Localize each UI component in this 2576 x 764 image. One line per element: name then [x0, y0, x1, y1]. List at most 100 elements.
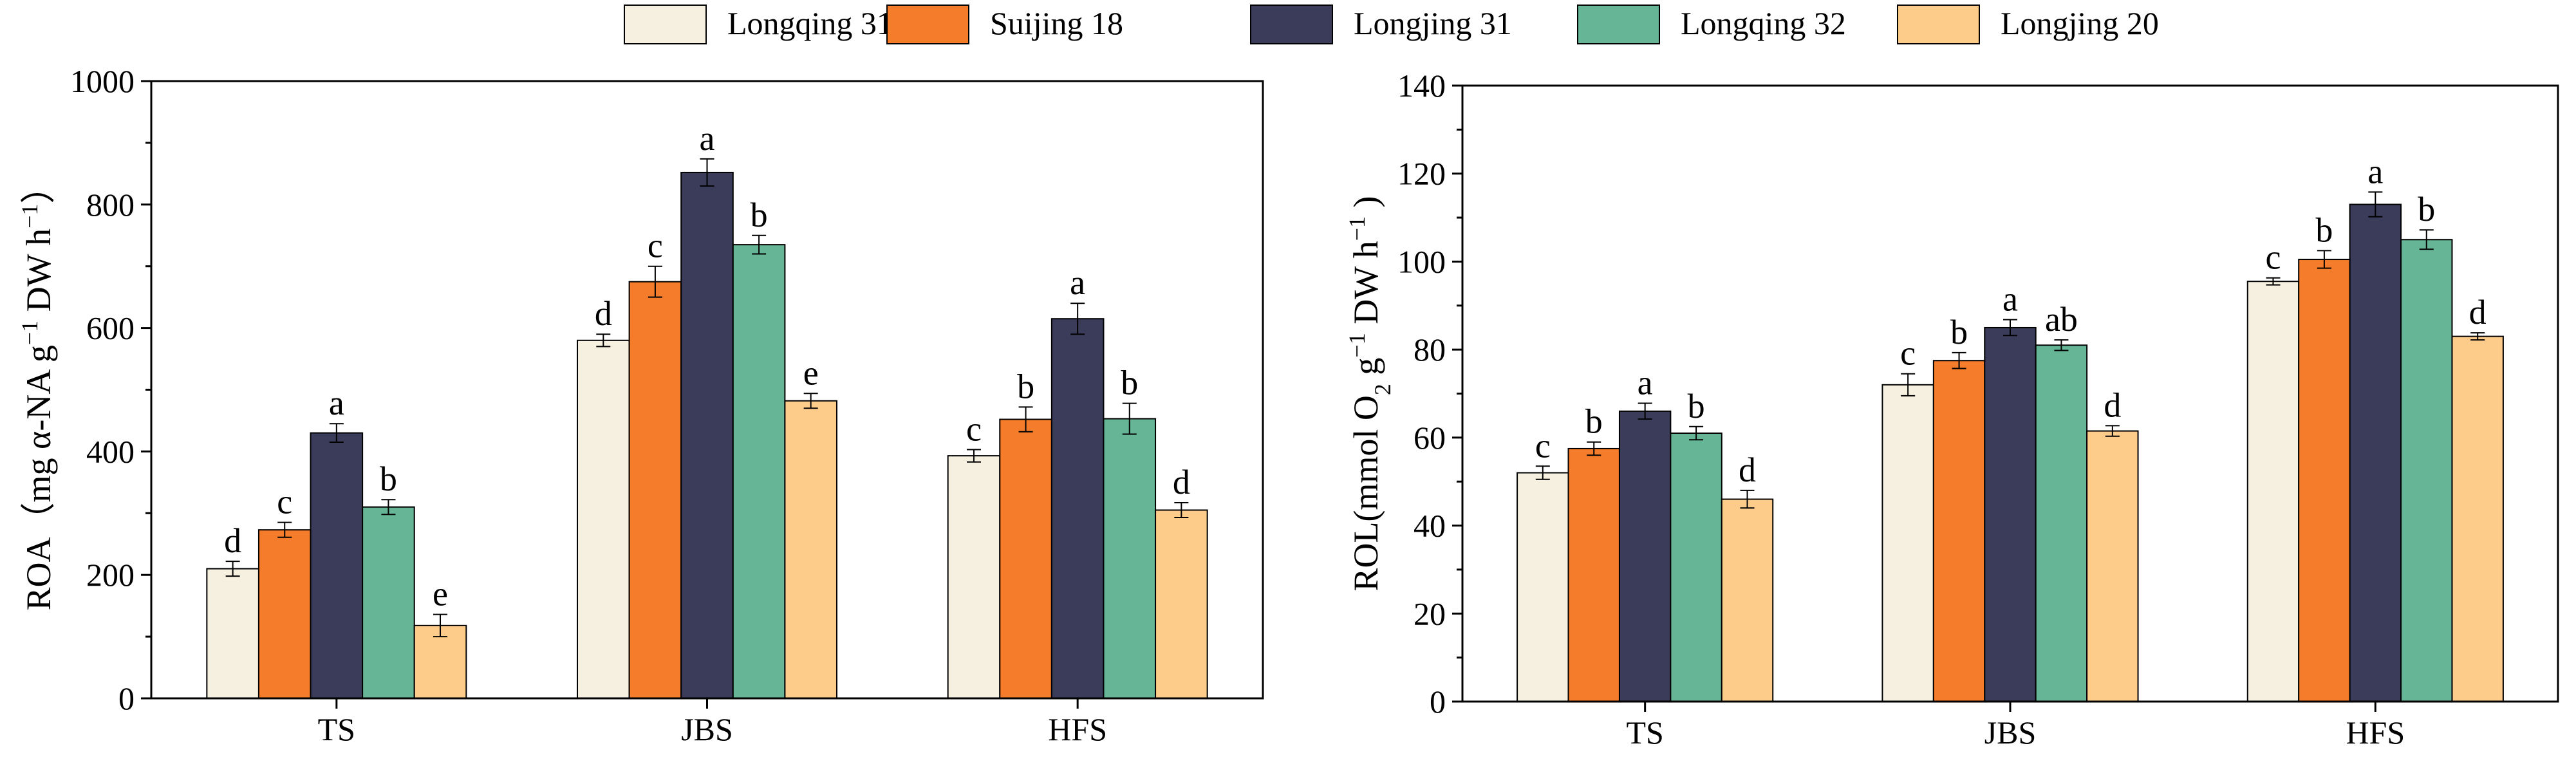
bar-jbs-3: [1984, 326, 2037, 702]
significance-letter: b: [1688, 387, 1705, 425]
x-tick-label: HFS: [2346, 714, 2405, 750]
y-axis-label-close: ): [1347, 196, 1385, 216]
y-tick-label: 400: [86, 433, 135, 469]
significance-letter: b: [2418, 190, 2435, 228]
y-tick-label: 1000: [70, 63, 135, 99]
legend-swatch-2: [886, 5, 969, 44]
bar-jbs-1: [577, 339, 630, 699]
bar-ts-5: [413, 624, 467, 700]
y-tick-label: 0: [118, 680, 135, 716]
x-tick-label: HFS: [1048, 711, 1107, 747]
significance-letter: c: [1900, 334, 1916, 373]
bar-ts-3: [1618, 410, 1672, 702]
significance-letter: c: [966, 410, 982, 449]
significance-letter: c: [648, 227, 663, 265]
bar-jbs-1: [1881, 384, 1934, 702]
significance-letter: d: [2104, 386, 2121, 424]
bar-jbs-2: [1932, 360, 1986, 702]
y-axis-label-main: ROL(mmol O: [1347, 395, 1385, 592]
significance-letter: b: [380, 460, 397, 498]
legend-swatch-5: [1897, 5, 1980, 44]
y-axis-label-sup2: −1: [17, 204, 42, 228]
bar-jbs-3: [680, 171, 734, 699]
bar-jbs-2: [628, 281, 682, 699]
significance-letter: d: [2469, 293, 2487, 331]
legend-swatch-1: [624, 5, 707, 44]
y-tick-label: 80: [1414, 331, 1446, 368]
x-tick-label: JBS: [681, 711, 733, 747]
significance-letter: b: [1017, 367, 1034, 405]
significance-letter: a: [1638, 364, 1653, 402]
bar-ts-3: [310, 432, 364, 699]
bar-hfs-3: [2349, 203, 2402, 703]
bar-hfs-5: [2451, 335, 2504, 702]
bar-ts-5: [1721, 498, 1774, 702]
legend-label-1: Longqing 31: [727, 5, 893, 41]
bar-hfs-5: [1155, 509, 1208, 699]
bar-ts-2: [257, 529, 312, 699]
y-tick-label: 60: [1414, 420, 1446, 456]
bar-hfs-4: [2400, 239, 2453, 702]
bar-jbs-4: [2035, 344, 2088, 702]
legend-label-2: Suijing 18: [990, 5, 1123, 41]
y-axis-label-sup: −1: [17, 321, 42, 345]
significance-letter: b: [751, 196, 768, 234]
bar-ts-4: [362, 506, 415, 700]
y-axis-label-main: ROA（mg α-NA g: [19, 345, 58, 610]
bar-hfs-3: [1050, 318, 1105, 699]
y-tick-label: 800: [86, 187, 135, 223]
significance-letter: a: [1070, 263, 1085, 302]
significance-letter: b: [1950, 313, 1968, 351]
y-axis-label-tail: DW h: [19, 228, 58, 321]
significance-letter: d: [1173, 463, 1190, 501]
legend-label-4: Longqing 32: [1681, 5, 1846, 41]
bar-hfs-4: [1103, 418, 1157, 699]
bar-ts-1: [1517, 472, 1569, 702]
significance-letter: a: [2367, 152, 2383, 191]
y-axis-label: ROA（mg α-NA g−1 DW h−1）: [17, 169, 58, 611]
x-tick-label: JBS: [1984, 714, 2037, 750]
bar-ts-4: [1670, 433, 1722, 702]
y-axis-label-sup2: −1: [1344, 216, 1370, 241]
significance-letter: b: [2315, 210, 2333, 249]
y-tick-label: 40: [1414, 508, 1446, 544]
significance-letter: a: [2002, 280, 2018, 319]
bar-hfs-1: [947, 455, 1001, 699]
y-tick-label: 600: [86, 310, 135, 346]
y-tick-label: 0: [1430, 684, 1446, 720]
x-tick-label: TS: [318, 711, 355, 747]
significance-letter: a: [700, 119, 715, 158]
significance-letter: a: [329, 384, 344, 422]
bar-hfs-1: [2246, 281, 2300, 703]
y-axis-label: ROL(mmol O2 g−1 DW h−1 ): [1344, 196, 1395, 591]
y-axis-label-tail2: DW h: [1347, 241, 1385, 333]
bar-hfs-2: [999, 418, 1052, 699]
significance-letter: c: [1535, 426, 1551, 465]
x-tick-label: TS: [1626, 714, 1663, 750]
y-axis-label-close: ）: [19, 169, 58, 204]
y-axis-label-tail: g: [1347, 358, 1385, 384]
significance-letter: d: [1739, 451, 1756, 489]
significance-letter: b: [1585, 402, 1603, 441]
legend-label-5: Longjing 20: [2001, 5, 2159, 41]
bar-ts-2: [1567, 447, 1620, 702]
bar-jbs-4: [732, 244, 786, 699]
significance-letter: ab: [2045, 300, 2078, 339]
legend-label-3: Longjing 31: [1354, 5, 1512, 41]
significance-letter: c: [277, 483, 292, 521]
y-tick-label: 20: [1414, 595, 1446, 631]
bar-jbs-5: [784, 400, 837, 700]
legend: Longqing 31 Suijing 18 Longjing 31 Longqing…: [624, 5, 2159, 44]
y-tick-label: 140: [1397, 68, 1446, 104]
significance-letter: e: [803, 353, 819, 392]
bar-jbs-5: [2086, 430, 2139, 702]
legend-swatch-3: [1250, 5, 1333, 44]
bar-hfs-2: [2298, 259, 2351, 702]
y-axis-label-sub: 2: [1370, 384, 1395, 395]
y-tick-label: 120: [1397, 156, 1446, 192]
y-axis-label-sup: −1: [1344, 333, 1370, 357]
y-tick-label: 100: [1397, 243, 1446, 279]
